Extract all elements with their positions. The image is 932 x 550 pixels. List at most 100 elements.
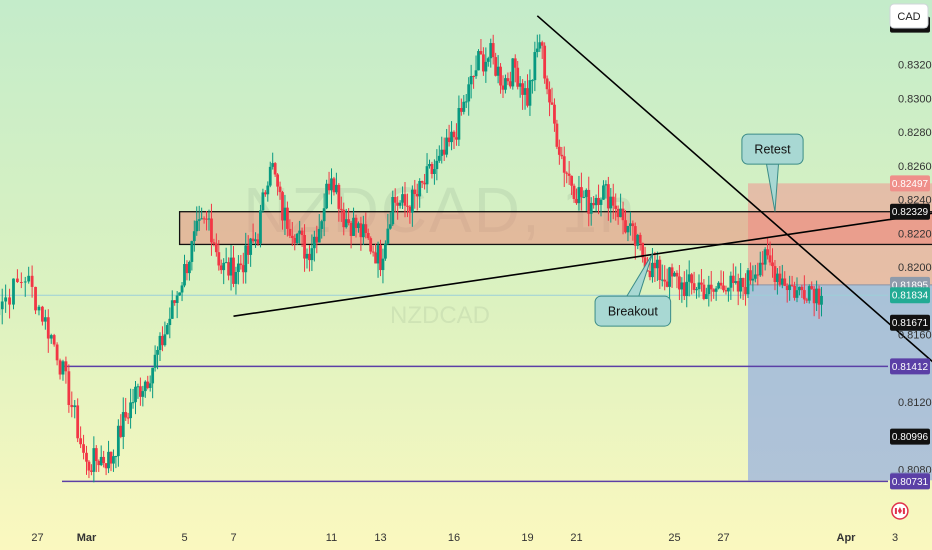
candle-body [244, 245, 248, 273]
candle-body [793, 285, 796, 298]
callout-label: Breakout [608, 305, 659, 319]
candle-body [337, 184, 341, 209]
candle-body [131, 402, 135, 404]
candle-body [807, 286, 811, 301]
candle-body [646, 270, 649, 272]
currency-label[interactable]: CAD [889, 3, 929, 29]
candle-body [423, 182, 426, 185]
candle-body [626, 225, 630, 233]
candle-body [19, 282, 23, 284]
callout-breakout[interactable]: Breakout [594, 253, 672, 327]
candle-body [592, 202, 596, 206]
candle-body [229, 257, 233, 276]
currency-box[interactable] [889, 3, 929, 29]
horizontal-lines[interactable] [0, 294, 888, 483]
canada-flag-icon[interactable] [891, 502, 909, 520]
candle-body [92, 448, 96, 472]
candle-body [300, 230, 304, 236]
candle-body [526, 88, 529, 106]
stop-loss-zone[interactable] [748, 183, 932, 285]
candle-body [163, 334, 167, 346]
candle-body [746, 270, 750, 295]
candle-body [143, 381, 147, 392]
price-axis[interactable]: 0.832000.830000.828000.826000.824000.822… [890, 16, 932, 490]
candle-body [357, 223, 360, 229]
candle-body [609, 196, 613, 209]
trendline-2[interactable] [536, 15, 932, 436]
candle-body [785, 285, 789, 291]
candle-body [298, 230, 302, 234]
candle-body [219, 265, 223, 271]
candle-body [121, 412, 125, 437]
candle-body [151, 367, 155, 384]
flag-leaf [897, 507, 902, 514]
take-profit-zone[interactable] [748, 284, 932, 481]
candle-body [616, 208, 620, 218]
candle-body [722, 285, 725, 291]
candle-body [344, 219, 348, 228]
candle-body [200, 218, 204, 220]
candle-body [82, 444, 85, 453]
candle-body [459, 107, 463, 112]
candle-body [293, 238, 297, 244]
trendline-1[interactable] [233, 212, 932, 317]
candle-body [756, 274, 760, 276]
candle-body [305, 253, 309, 259]
callouts[interactable]: Retest Breakout [594, 133, 804, 327]
price-badge [890, 473, 930, 490]
candle-body [251, 238, 255, 242]
candle-body [707, 284, 711, 295]
price-badge [890, 203, 930, 220]
candle-body [64, 361, 68, 372]
candle-body [704, 294, 708, 299]
candle-body [749, 270, 752, 281]
candle-body [90, 470, 93, 472]
candle-body [234, 272, 238, 284]
candle-body [629, 223, 632, 226]
callout-retest[interactable]: Retest [741, 133, 804, 212]
candle-body [315, 236, 319, 243]
candle-body [675, 272, 679, 277]
candle-body [386, 228, 390, 244]
x-tick-label: 5 [181, 532, 187, 544]
candle-body [190, 241, 194, 262]
trendlines[interactable] [233, 15, 932, 436]
candle-body [37, 306, 41, 311]
candle-body [359, 223, 363, 238]
candle-body [8, 297, 11, 305]
time-axis[interactable]: 27Mar5711131619212527Apr3691115 [31, 502, 932, 544]
candle-body [61, 361, 65, 375]
candle-body [820, 295, 823, 305]
candle-body [780, 278, 784, 285]
candle-body [109, 451, 113, 464]
candle-body [0, 301, 4, 310]
candle-body [342, 209, 346, 228]
candle-body [773, 266, 777, 282]
candle-body [753, 274, 757, 279]
candle-body [428, 163, 431, 167]
price-badge-label: 0.80996 [892, 432, 929, 443]
candle-body [403, 194, 407, 206]
candle-body [16, 278, 19, 283]
candle-body [555, 123, 559, 147]
candle-body [364, 224, 368, 234]
candle-body [295, 233, 299, 244]
candle-body [501, 85, 505, 90]
candle-body [379, 245, 382, 271]
candle-body [655, 259, 659, 269]
candle-body [700, 282, 703, 285]
candle-body [217, 252, 221, 266]
candle-body [332, 178, 336, 193]
candle-body [504, 78, 507, 90]
candle-body [660, 279, 664, 281]
candle-body [148, 383, 152, 388]
candle-body [212, 242, 216, 244]
candle-body [697, 282, 701, 290]
price-badge [890, 314, 930, 331]
position-tool[interactable] [748, 183, 932, 481]
